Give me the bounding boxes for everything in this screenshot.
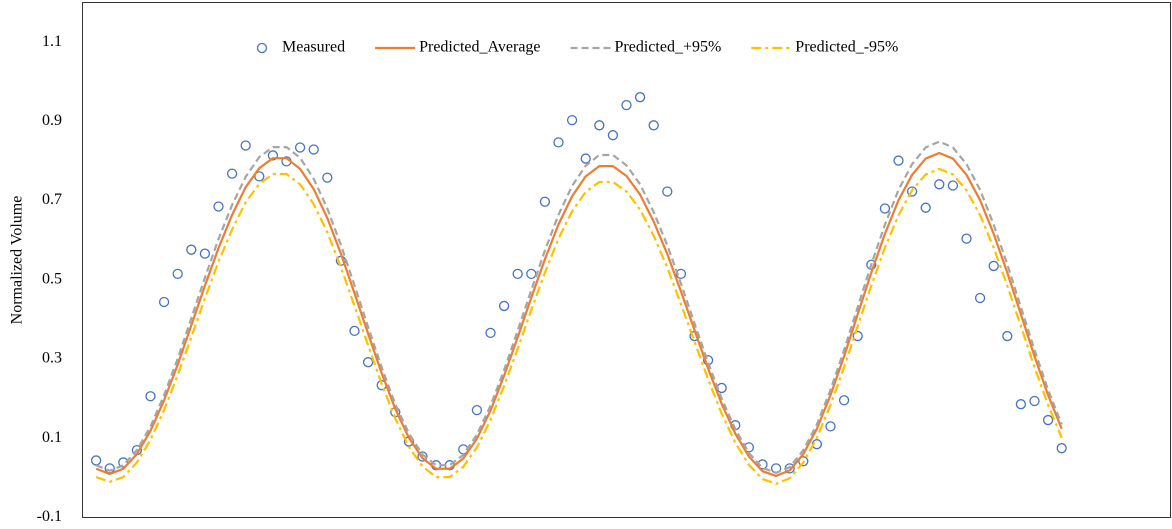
y-tick-label: 0.9 — [42, 112, 62, 129]
data-point — [362, 357, 374, 368]
y-axis-title: Normalized Volume — [9, 196, 26, 325]
data-point — [648, 120, 659, 131]
data-point — [947, 180, 959, 191]
data-point — [974, 292, 986, 304]
y-tick-label: 1.1 — [42, 33, 62, 50]
data-point — [322, 172, 333, 183]
legend-marker — [256, 42, 268, 54]
data-point — [158, 296, 170, 308]
data-point — [308, 144, 319, 155]
data-point — [1056, 443, 1067, 454]
data-point — [240, 140, 251, 151]
data-point — [1042, 414, 1054, 426]
data-point — [607, 130, 619, 141]
data-point — [879, 203, 891, 214]
data-point — [1029, 395, 1040, 407]
data-point — [512, 268, 523, 280]
series-line — [95, 151, 1063, 477]
y-tick-label: 0.3 — [42, 350, 62, 367]
data-point — [838, 395, 850, 406]
data-point — [90, 455, 102, 466]
data-point — [634, 92, 646, 103]
legend-label: Predicted_+95% — [615, 39, 722, 56]
legend-label: Predicted_-95% — [795, 39, 898, 56]
data-point — [580, 153, 591, 164]
series-line — [95, 140, 1063, 474]
legend-label: Measured — [282, 39, 345, 56]
data-point — [662, 186, 673, 197]
data-point — [1015, 399, 1027, 410]
data-point — [498, 300, 510, 312]
y-tick-label: -0.1 — [37, 508, 62, 525]
data-point — [199, 248, 211, 259]
y-tick-label: 0.5 — [42, 270, 62, 287]
data-point — [825, 421, 836, 432]
data-point — [893, 155, 904, 166]
data-point — [988, 260, 999, 272]
data-point — [526, 268, 537, 280]
data-point — [566, 115, 578, 126]
data-point — [621, 99, 632, 111]
data-point — [213, 201, 224, 212]
series-line — [95, 167, 1063, 485]
y-tick-label: 0.1 — [42, 429, 62, 446]
data-point — [471, 404, 483, 416]
data-point — [485, 327, 496, 339]
data-point — [1002, 330, 1013, 342]
data-point — [254, 171, 265, 182]
data-point — [934, 179, 945, 190]
data-point — [553, 137, 564, 148]
legend: Measured Predicted_Average Predicted_+95% P… — [256, 39, 898, 56]
data-point — [226, 168, 238, 179]
data-point — [172, 268, 183, 280]
data-point — [920, 202, 931, 213]
data-point — [294, 142, 306, 153]
legend-label: Predicted_Average — [419, 39, 540, 56]
data-point — [145, 391, 156, 402]
y-tick-label: 0.7 — [42, 191, 62, 208]
data-point — [349, 325, 360, 337]
data-point — [961, 233, 972, 244]
data-point — [186, 244, 197, 255]
data-point — [539, 196, 551, 207]
data-point — [594, 120, 605, 131]
plot-frame — [82, 2, 1171, 518]
